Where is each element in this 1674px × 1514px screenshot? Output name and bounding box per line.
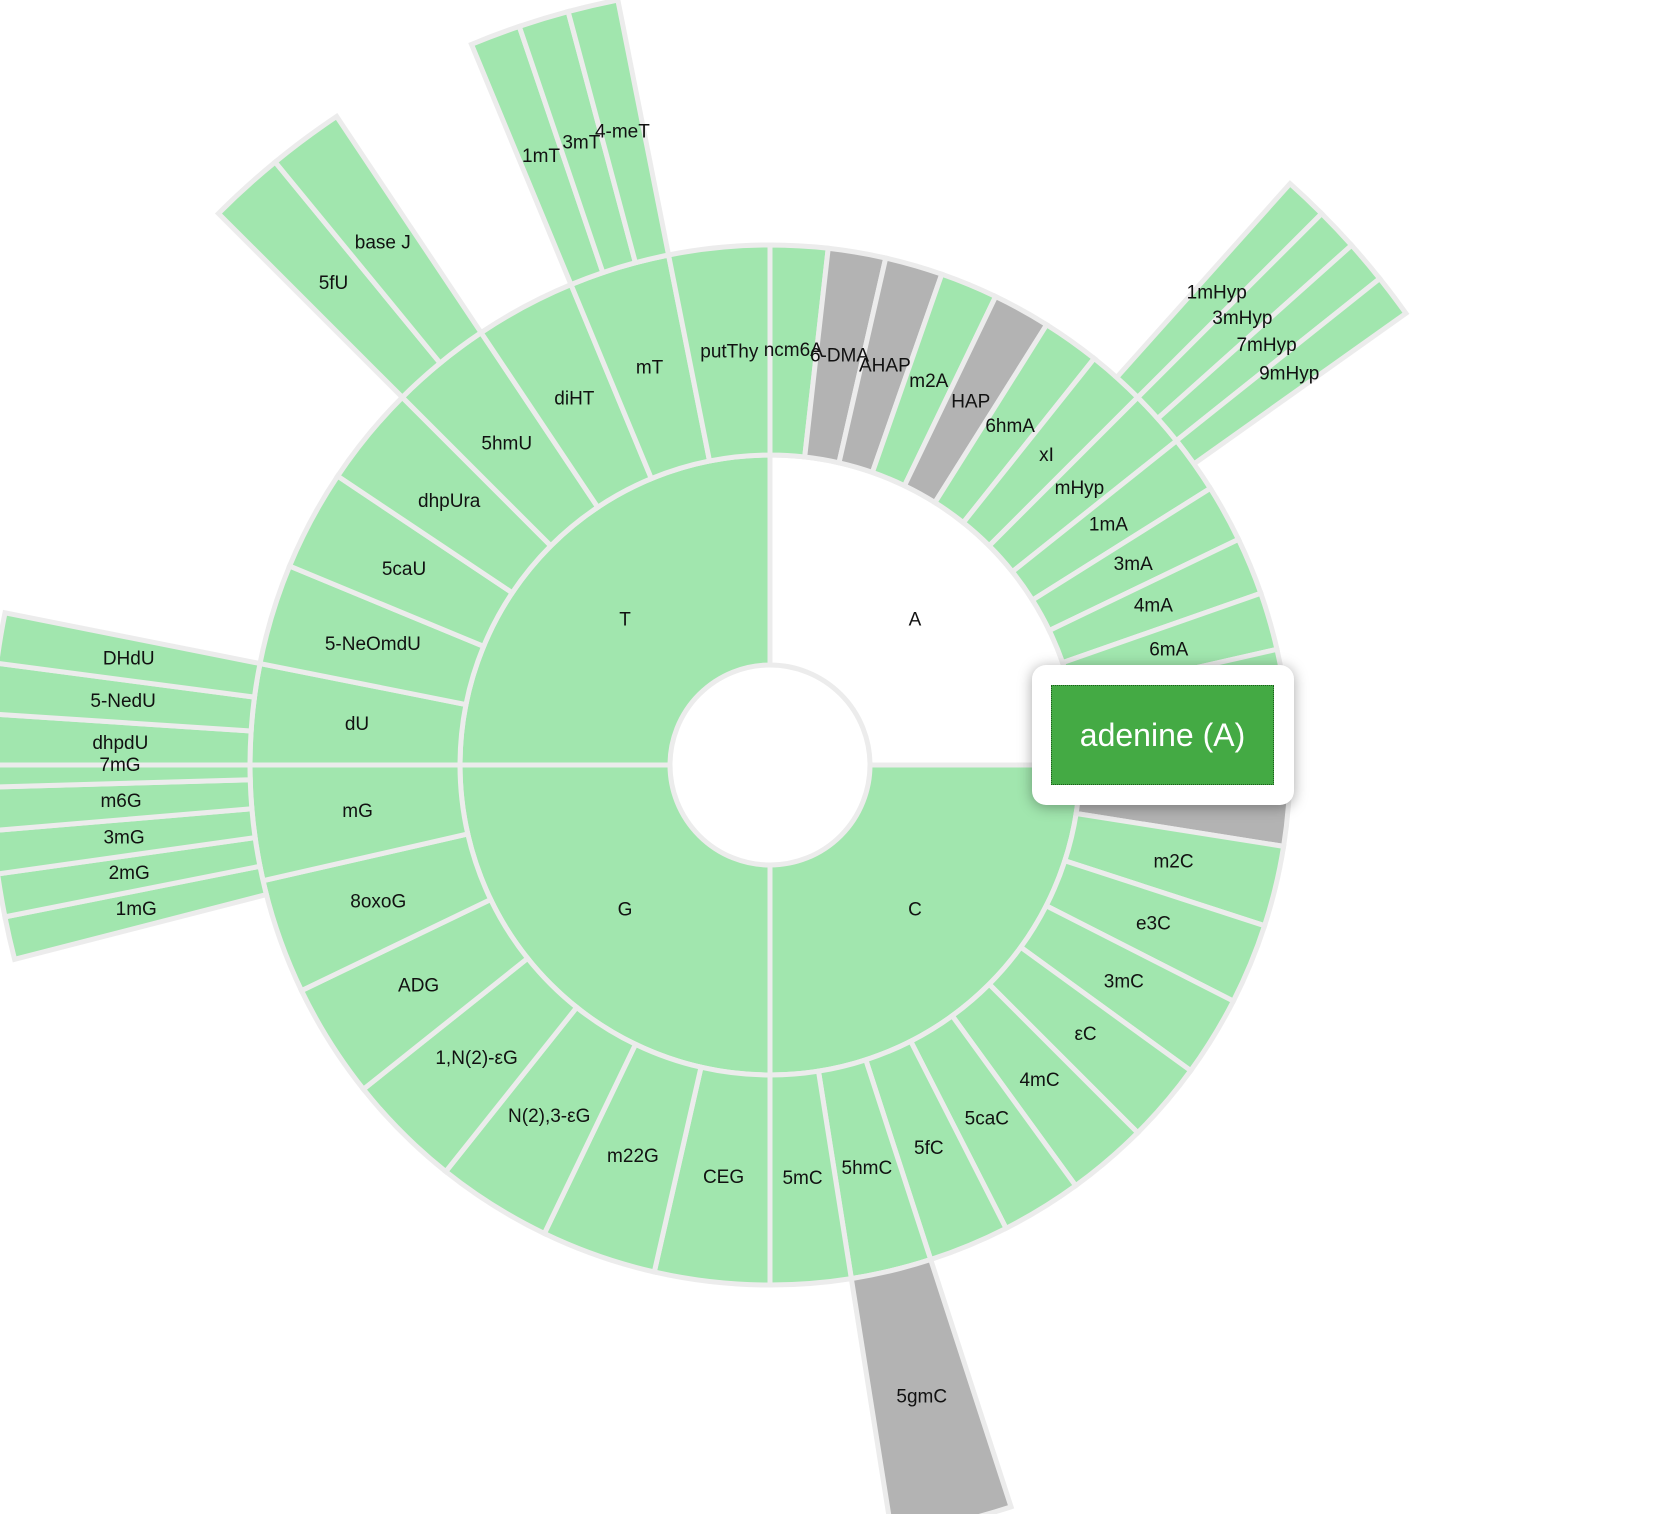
sunburst-segments bbox=[0, 0, 1410, 1514]
segment-5gmc[interactable] bbox=[848, 1256, 1015, 1514]
segment-putthy[interactable] bbox=[665, 242, 773, 464]
tooltip-label: adenine (A) bbox=[1051, 685, 1274, 785]
tooltip: adenine (A) bbox=[1032, 665, 1294, 805]
